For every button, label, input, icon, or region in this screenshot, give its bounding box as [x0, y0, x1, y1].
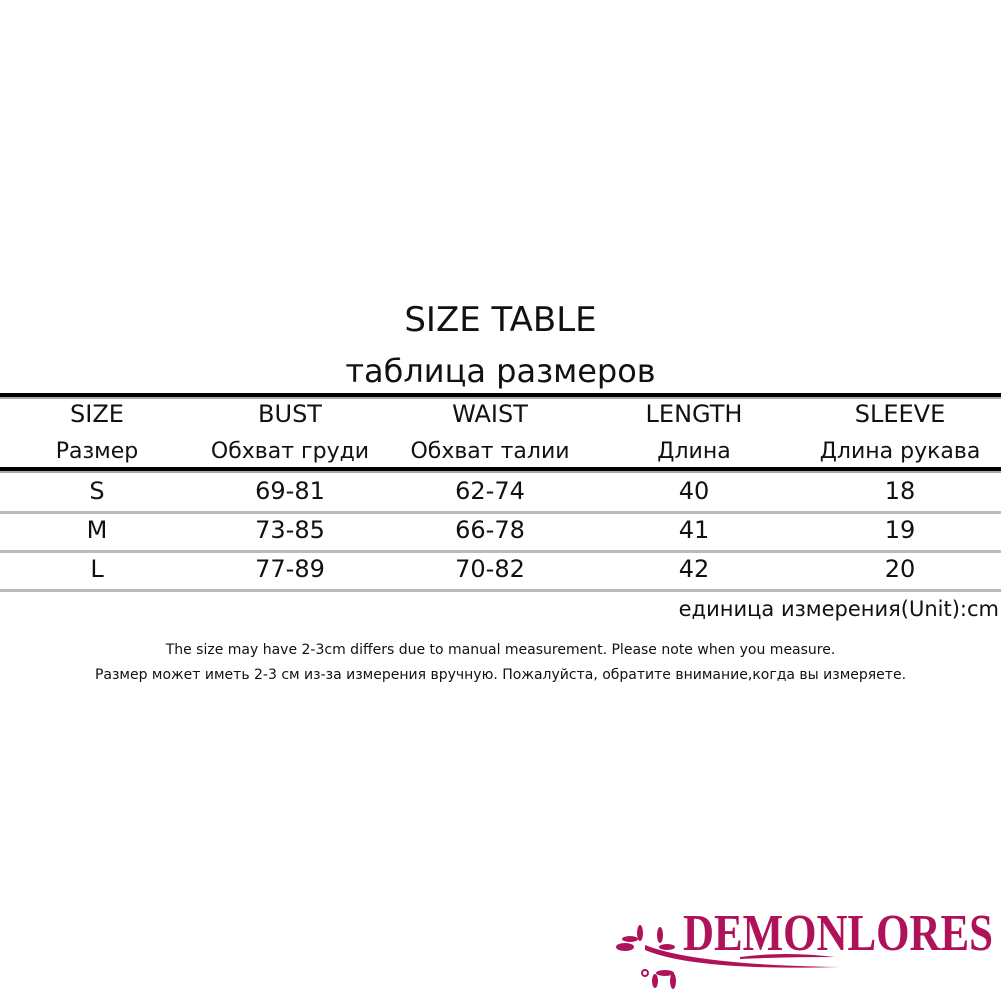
- note-russian: Размер может иметь 2-3 см из-за измерени…: [94, 667, 907, 683]
- column-header: LENGTH: [645, 400, 743, 428]
- table-top-border: [0, 393, 1001, 399]
- table-cell: 42: [678, 555, 710, 583]
- table-cell: 18: [884, 477, 916, 505]
- column-header-ru: Размер: [55, 439, 139, 464]
- unit-label: единица измерения(Unit):cm: [678, 597, 999, 621]
- page-subtitle: таблица размеров: [345, 352, 656, 390]
- column-header: WAIST: [452, 400, 528, 428]
- page-title: SIZE TABLE: [404, 300, 597, 340]
- note-english: The size may have 2-3cm differs due to m…: [165, 642, 836, 658]
- column-header: BUST: [258, 400, 322, 428]
- column-header-ru: Обхват груди: [210, 439, 370, 464]
- row-divider: [0, 589, 1001, 592]
- table-cell: L: [90, 555, 104, 583]
- table-cell: 69-81: [255, 477, 325, 505]
- table-cell: 73-85: [255, 516, 325, 544]
- table-cell: 19: [884, 516, 916, 544]
- svg-text:DEMONLORES: DEMONLORES: [683, 905, 993, 962]
- table-cell: 20: [884, 555, 916, 583]
- brand-logo: DEMONLORES: [605, 895, 1000, 995]
- column-header-ru: Длина: [657, 439, 731, 464]
- table-cell: 40: [678, 477, 710, 505]
- table-cell: 62-74: [455, 477, 525, 505]
- table-cell: S: [89, 477, 105, 505]
- table-cell: 41: [678, 516, 710, 544]
- column-header: SLEEVE: [854, 400, 946, 428]
- row-divider: [0, 511, 1001, 514]
- table-cell: M: [86, 516, 108, 544]
- row-divider: [0, 550, 1001, 553]
- column-header-ru: Обхват талии: [410, 439, 570, 464]
- table-cell: 66-78: [455, 516, 525, 544]
- table-cell: 77-89: [255, 555, 325, 583]
- column-header: SIZE: [70, 400, 124, 428]
- header-bottom-border: [0, 467, 1001, 473]
- table-cell: 70-82: [455, 555, 525, 583]
- column-header-ru: Длина рукава: [819, 439, 981, 464]
